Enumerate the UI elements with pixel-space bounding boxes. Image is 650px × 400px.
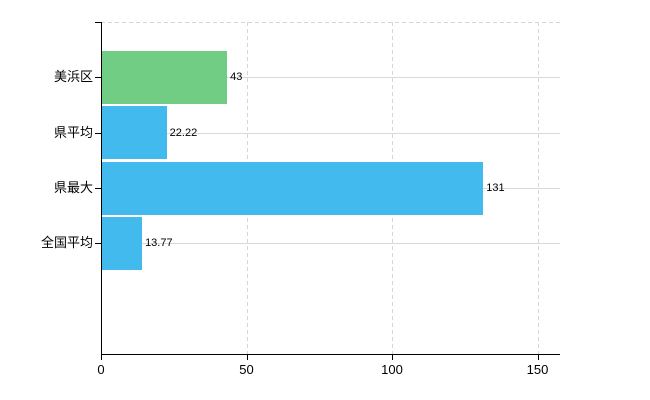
x-tick-label: 50	[239, 362, 254, 377]
y-axis-line	[101, 22, 102, 354]
x-tick	[101, 354, 102, 360]
x-tick	[537, 354, 539, 360]
category-label: 県平均	[53, 124, 93, 140]
x-tick-label: 150	[526, 362, 549, 377]
x-tick-label: 0	[97, 362, 105, 377]
bar	[102, 216, 143, 270]
bar	[102, 161, 484, 215]
plot-top-border	[101, 22, 560, 23]
x-tick	[392, 354, 393, 360]
y-gridline	[101, 77, 560, 79]
value-label: 131	[486, 182, 505, 194]
bar	[102, 106, 167, 160]
x-axis-line	[101, 354, 560, 355]
bar	[102, 50, 228, 104]
category-label: 美浜区	[53, 69, 93, 85]
y-tick	[95, 132, 101, 134]
category-label: 全国平均	[40, 235, 93, 251]
y-gridline	[101, 243, 560, 245]
category-label: 県最大	[53, 180, 93, 195]
value-label: 22.22	[169, 126, 198, 139]
y-tick	[95, 77, 101, 79]
y-tick	[95, 243, 101, 245]
y-tick	[95, 188, 101, 189]
x-tick-label: 100	[381, 362, 403, 377]
value-label: 13.77	[145, 237, 173, 250]
y-tick	[95, 22, 101, 23]
x-tick	[246, 354, 248, 360]
value-label: 43	[230, 71, 243, 84]
y-gridline	[101, 132, 560, 134]
